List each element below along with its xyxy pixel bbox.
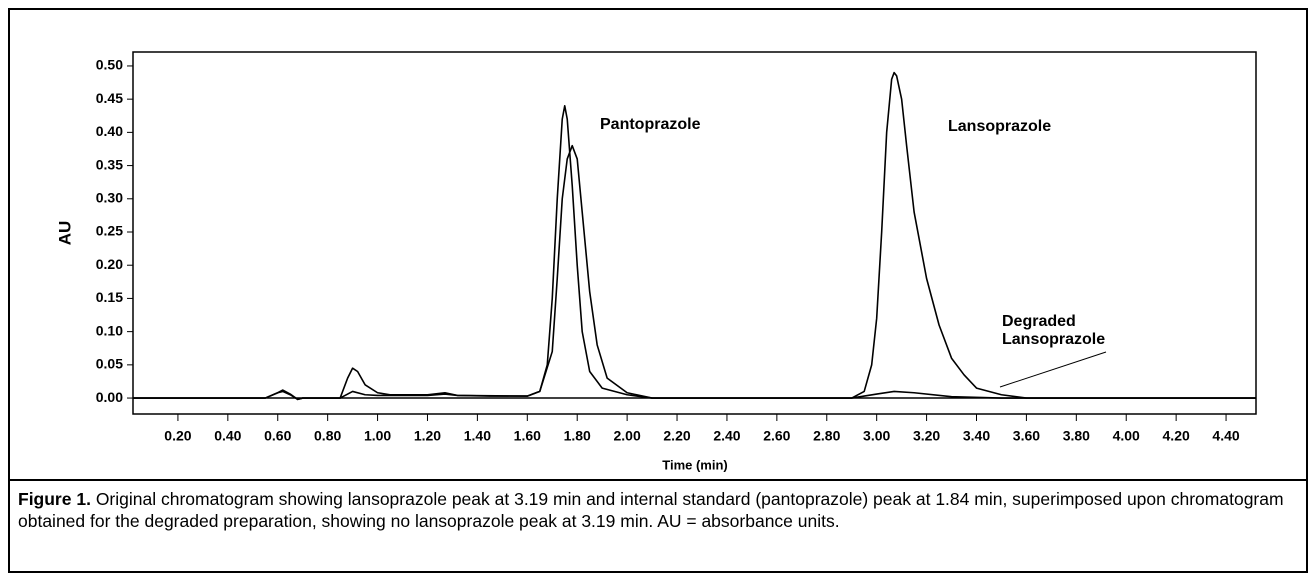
y-tick-label: 0.20 (96, 256, 123, 272)
y-tick-label: 0.50 (96, 57, 123, 73)
x-tick-label: 2.60 (763, 428, 790, 444)
annotation: Degraded Lansoprazole (1002, 313, 1106, 348)
annotation: Lansoprazole (948, 118, 1052, 135)
x-tick-label: 1.40 (464, 428, 491, 444)
caption-label: Figure 1. (18, 489, 91, 509)
x-tick-label: 2.80 (813, 428, 840, 444)
y-tick-label: 0.05 (96, 356, 123, 372)
y-tick-label: 0.35 (96, 156, 123, 172)
x-tick-label: 2.20 (663, 428, 690, 444)
y-tick-label: 0.30 (96, 189, 123, 205)
annotation: Pantoprazole (600, 116, 701, 133)
y-tick-label: 0.45 (96, 90, 123, 106)
data-line (133, 144, 1256, 401)
figure-frame (8, 8, 1308, 573)
x-tick-label: 3.20 (913, 428, 940, 444)
data-line (133, 71, 1256, 401)
y-tick-label: 0.00 (96, 389, 123, 405)
x-tick-label: 0.40 (214, 428, 241, 444)
caption-text: Original chromatogram showing lansoprazo… (18, 489, 1284, 531)
x-tick-label: 4.20 (1163, 428, 1190, 444)
annotation-leader (999, 351, 1107, 388)
y-tick-label: 0.10 (96, 322, 123, 338)
x-tick-label: 1.60 (514, 428, 541, 444)
y-tick-label: 0.25 (96, 223, 123, 239)
x-tick-label: 2.00 (613, 428, 640, 444)
x-tick-label: 3.40 (963, 428, 990, 444)
x-tick-label: 3.60 (1013, 428, 1040, 444)
y-tick-label: 0.40 (96, 123, 123, 139)
x-tick-label: 0.80 (314, 428, 341, 444)
x-tick-label: 1.00 (364, 428, 391, 444)
x-tick-label: 3.00 (863, 428, 890, 444)
x-axis-label: Time (min) (662, 457, 728, 472)
y-tick-label: 0.15 (96, 289, 123, 305)
plot-frame (132, 51, 1257, 415)
x-tick-label: 3.80 (1063, 428, 1090, 444)
x-tick-label: 2.40 (713, 428, 740, 444)
x-tick-label: 0.20 (164, 428, 191, 444)
x-tick-label: 0.60 (264, 428, 291, 444)
x-tick-label: 4.00 (1113, 428, 1140, 444)
x-tick-label: 1.20 (414, 428, 441, 444)
y-axis-label: AU (55, 221, 74, 246)
x-tick-label: 1.80 (564, 428, 591, 444)
x-tick-label: 4.40 (1212, 428, 1239, 444)
caption: Figure 1. Original chromatogram showing … (18, 488, 1298, 532)
